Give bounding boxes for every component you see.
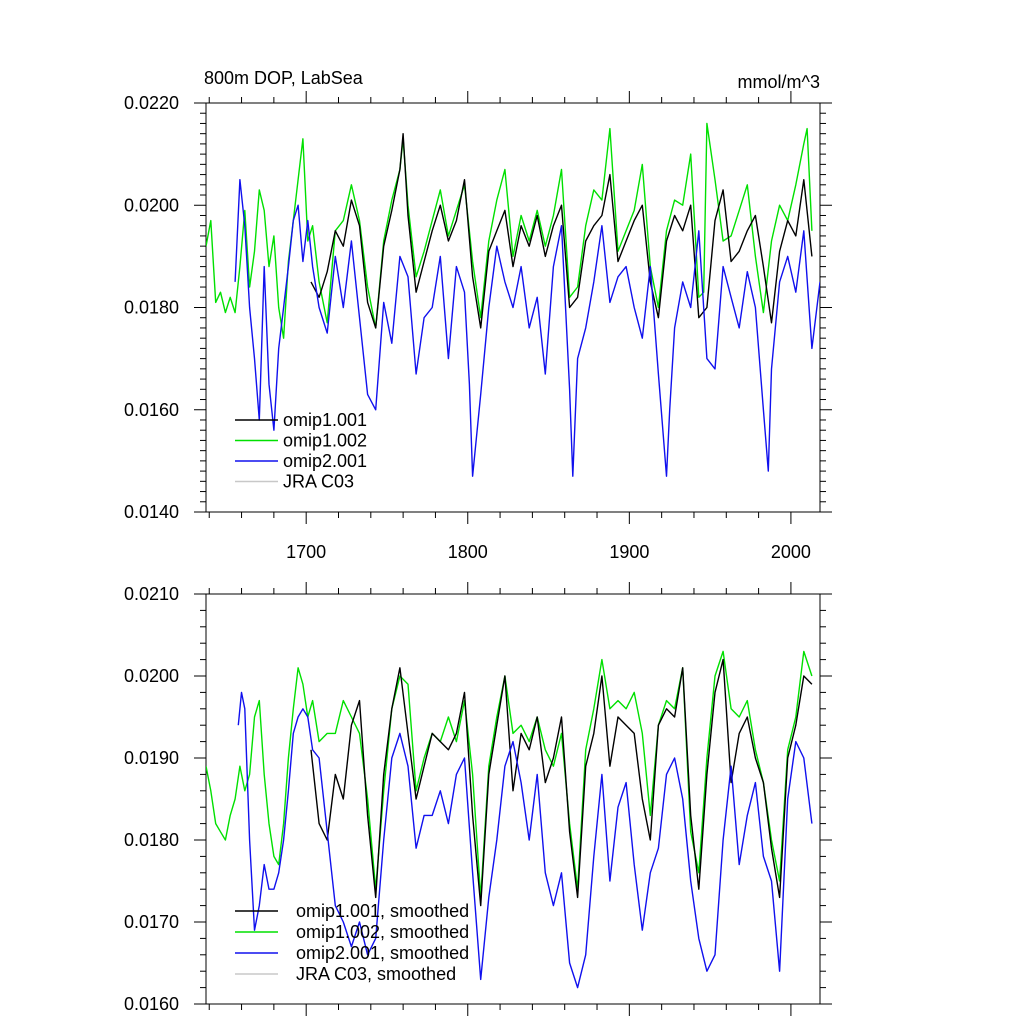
y-tick-label: 0.0170: [124, 912, 179, 932]
y-tick-label: 0.0200: [124, 666, 179, 686]
figure-title: 800m DOP, LabSea: [204, 68, 364, 88]
series-line-omip2-001: [237, 691, 813, 989]
x-tick-label: 1900: [609, 542, 649, 562]
legend-label: omip2.001, smoothed: [296, 943, 469, 963]
legend-label: omip1.002: [283, 431, 367, 451]
y-tick-label: 0.0160: [124, 994, 179, 1014]
series-line-omip1-002: [206, 650, 813, 899]
series-line-omip1-002: [206, 122, 813, 339]
units-label: mmol/m^3: [738, 72, 820, 92]
bottom-chart-panel: 0.0160 0.0170 0.0180 0.0190 0.0200 0.0210 omip…: [124, 582, 832, 1016]
legend-label: JRA C03, smoothed: [296, 964, 456, 984]
y-tick-label: 0.0200: [124, 195, 179, 215]
y-tick-label: 0.0140: [124, 502, 179, 522]
top-chart-panel: 0.0140 0.0160 0.0180 0.0200 0.0220 1700 1800 19…: [124, 91, 832, 562]
y-tick-label: 0.0180: [124, 298, 179, 318]
y-tick-label: 0.0160: [124, 400, 179, 420]
legend-label: omip2.001: [283, 451, 367, 471]
legend-label: omip1.002, smoothed: [296, 922, 469, 942]
legend-label: omip1.001, smoothed: [296, 901, 469, 921]
series-line-omip2-001: [234, 178, 820, 477]
x-tick-label: 1800: [448, 542, 488, 562]
series-line-omip1-001: [310, 132, 813, 329]
legend-label: JRA C03: [283, 472, 354, 492]
legend-label: omip1.001: [283, 410, 367, 430]
y-tick-label: 0.0210: [124, 584, 179, 604]
series-line-omip1-001: [310, 658, 813, 907]
y-tick-label: 0.0190: [124, 748, 179, 768]
plot-frame: [205, 593, 821, 1005]
y-tick-label: 0.0180: [124, 830, 179, 850]
x-tick-label: 2000: [771, 542, 811, 562]
x-tick-label: 1700: [286, 542, 326, 562]
y-tick-label: 0.0220: [124, 93, 179, 113]
